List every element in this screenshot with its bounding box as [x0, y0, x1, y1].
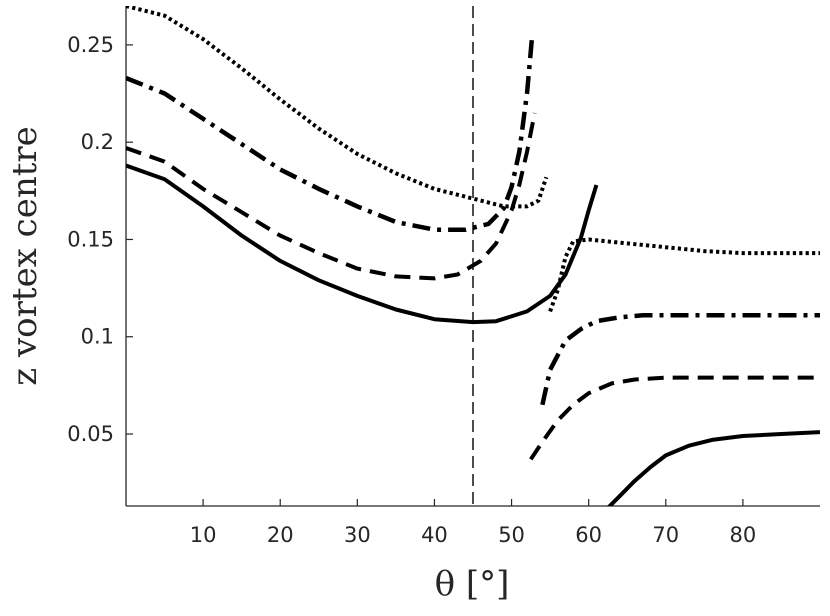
x-tick-label: 60: [575, 523, 602, 547]
series-dotted-line-segment-1: [126, 6, 549, 209]
x-tick-label: 40: [421, 523, 448, 547]
plot-area: 10 20 30 40 50 60 70 80 0.05 0.1 0.15 0.2 0.25: [67, 6, 820, 547]
y-axis-title: z vortex centre: [5, 126, 45, 386]
y-tick-label: 0.25: [67, 33, 114, 57]
series-dashed-line-segment-2: [529, 375, 820, 461]
series-dashed-line-segment-1: [126, 112, 537, 281]
y-tick-label: 0.05: [67, 422, 114, 446]
x-tick-label: 70: [652, 523, 679, 547]
x-tick-label: 30: [344, 523, 371, 547]
y-tick-label: 0.1: [81, 325, 114, 349]
series-dashdot-line-segment-1: [126, 32, 535, 232]
y-tick-label: 0.15: [67, 227, 114, 251]
series-dotted-line-segment-2: [548, 237, 820, 313]
x-tick-label: 80: [730, 523, 757, 547]
series-solid-line-segment-1: [126, 163, 599, 325]
series-dashdot-line-segment-2: [540, 313, 820, 406]
y-tick-label: 0.2: [81, 130, 114, 154]
x-tick-label: 20: [267, 523, 294, 547]
series-solid-line-segment-2: [606, 430, 820, 506]
x-tick-label: 10: [190, 523, 217, 547]
x-tick-label: 50: [498, 523, 525, 547]
x-axis-title: θ [°]: [435, 564, 510, 604]
